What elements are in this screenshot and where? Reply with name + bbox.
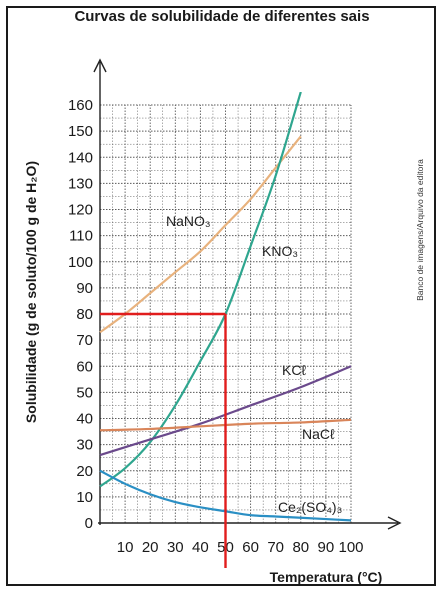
- x-tick-label: 20: [142, 539, 159, 556]
- x-tick-label: 80: [292, 539, 309, 556]
- y-tick-label: 120: [68, 202, 93, 219]
- y-tick-label: 140: [68, 149, 93, 166]
- y-tick-label: 130: [68, 175, 93, 192]
- y-tick-label: 30: [76, 437, 93, 454]
- y-tick-label: 70: [76, 332, 93, 349]
- y-tick-label: 20: [76, 463, 93, 480]
- series-label: NaCℓ: [302, 426, 335, 442]
- x-tick-label: 100: [338, 539, 363, 556]
- x-axis-title: Temperatura (°C): [270, 569, 383, 585]
- chart-title: Curvas de solubilidade de diferentes sai…: [74, 8, 370, 25]
- y-axis-arrow: [93, 58, 107, 73]
- y-tick-label: 160: [68, 97, 93, 114]
- y-tick-label: 80: [76, 306, 93, 323]
- series-label: Ce₂(SO₄)₃: [278, 499, 342, 515]
- x-tick-label: 10: [117, 539, 134, 556]
- series-line: [99, 135, 302, 334]
- y-tick-label: 0: [85, 515, 93, 532]
- y-axis-title: Solubilidade (g de soluto/100 g de H₂O): [23, 161, 39, 423]
- series-line: [99, 92, 302, 488]
- series-label: KNO₃: [262, 243, 298, 259]
- x-tick-label: 40: [192, 539, 209, 556]
- x-tick-label: 60: [242, 539, 259, 556]
- chart-frame: [6, 6, 436, 586]
- y-tick-label: 90: [76, 280, 93, 297]
- image-credit: Banco de imagens/Arquivo da editora: [415, 159, 425, 301]
- y-tick-label: 40: [76, 411, 93, 428]
- y-tick-label: 110: [69, 228, 93, 245]
- x-tick-label: 30: [167, 539, 184, 556]
- series-label: NaNO₃: [166, 213, 211, 229]
- y-tick-label: 50: [76, 384, 93, 401]
- x-tick-label: 70: [267, 539, 284, 556]
- x-axis-arrow: [387, 516, 402, 530]
- y-tick-label: 10: [76, 489, 93, 506]
- x-tick-label: 90: [318, 539, 335, 556]
- y-tick-label: 60: [76, 358, 93, 375]
- series-label: KCℓ: [282, 362, 306, 378]
- y-tick-label: 150: [68, 123, 93, 140]
- y-tick-label: 100: [68, 254, 93, 271]
